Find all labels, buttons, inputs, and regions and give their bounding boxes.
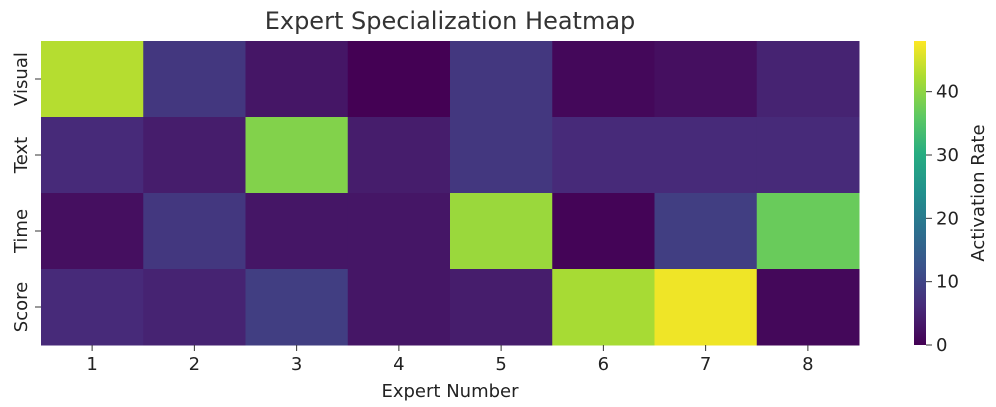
heatmap-cell-visual-7 — [654, 41, 758, 118]
x-tick-label: 2 — [189, 354, 200, 375]
heatmap-cell-visual-3 — [245, 41, 349, 118]
colorbar-tick-label: 40 — [936, 82, 959, 103]
heatmap-cells — [41, 41, 860, 346]
colorbar-tick-label: 10 — [936, 272, 959, 293]
x-axis-ticks: 1 2 3 4 5 6 7 8 — [86, 345, 814, 375]
heatmap-cell-score-1 — [41, 269, 144, 346]
heatmap-cell-score-4 — [347, 269, 451, 346]
heatmap-cell-score-2 — [143, 269, 246, 346]
x-axis-label: Expert Number — [381, 381, 519, 402]
heatmap-cell-time-2 — [143, 193, 246, 270]
y-tick-label: Time — [11, 209, 32, 254]
x-tick-label: 6 — [598, 354, 609, 375]
heatmap-cell-visual-8 — [756, 41, 860, 118]
heatmap-cell-text-7 — [654, 117, 758, 194]
colorbar — [914, 41, 926, 345]
x-tick-label: 4 — [393, 354, 404, 375]
heatmap-cell-text-8 — [756, 117, 860, 194]
x-tick-label: 1 — [86, 354, 97, 375]
x-tick-label: 3 — [291, 354, 302, 375]
heatmap-cell-score-5 — [450, 269, 553, 346]
heatmap-cell-time-6 — [552, 193, 655, 270]
heatmap-cell-text-6 — [552, 117, 655, 194]
colorbar-label: Activation Rate — [968, 124, 989, 261]
colorbar-tick-label: 20 — [936, 208, 959, 229]
heatmap-cell-time-7 — [654, 193, 758, 270]
heatmap-cell-visual-2 — [143, 41, 246, 118]
heatmap-cell-text-2 — [143, 117, 246, 194]
y-axis-ticks: Visual Text Time Score — [11, 52, 41, 332]
y-tick-label: Visual — [11, 52, 32, 106]
x-tick-label: 8 — [802, 354, 813, 375]
heatmap-cell-score-6 — [552, 269, 655, 346]
y-tick-label: Text — [11, 137, 32, 174]
x-tick-label: 7 — [700, 354, 711, 375]
heatmap-cell-time-3 — [245, 193, 349, 270]
heatmap-cell-time-5 — [450, 193, 553, 270]
colorbar-tick-label: 0 — [936, 335, 947, 356]
chart-title: Expert Specialization Heatmap — [265, 7, 636, 35]
heatmap-cell-visual-4 — [347, 41, 451, 118]
heatmap-cell-text-4 — [347, 117, 451, 194]
heatmap-cell-visual-1 — [41, 41, 144, 118]
heatmap-cell-visual-5 — [450, 41, 553, 118]
heatmap-cell-score-8 — [756, 269, 860, 346]
y-tick-label: Score — [11, 282, 32, 332]
heatmap-cell-time-4 — [347, 193, 451, 270]
heatmap-cell-text-3 — [245, 117, 349, 194]
x-tick-label: 5 — [495, 354, 506, 375]
colorbar-ticks: 0 10 20 30 40 — [926, 82, 959, 356]
heatmap-cell-text-1 — [41, 117, 144, 194]
heatmap-cell-time-8 — [756, 193, 860, 270]
colorbar-tick-label: 30 — [936, 145, 959, 166]
heatmap-cell-score-7 — [654, 269, 758, 346]
heatmap-cell-text-5 — [450, 117, 553, 194]
heatmap-cell-visual-6 — [552, 41, 655, 118]
heatmap-cell-time-1 — [41, 193, 144, 270]
heatmap-cell-score-3 — [245, 269, 349, 346]
